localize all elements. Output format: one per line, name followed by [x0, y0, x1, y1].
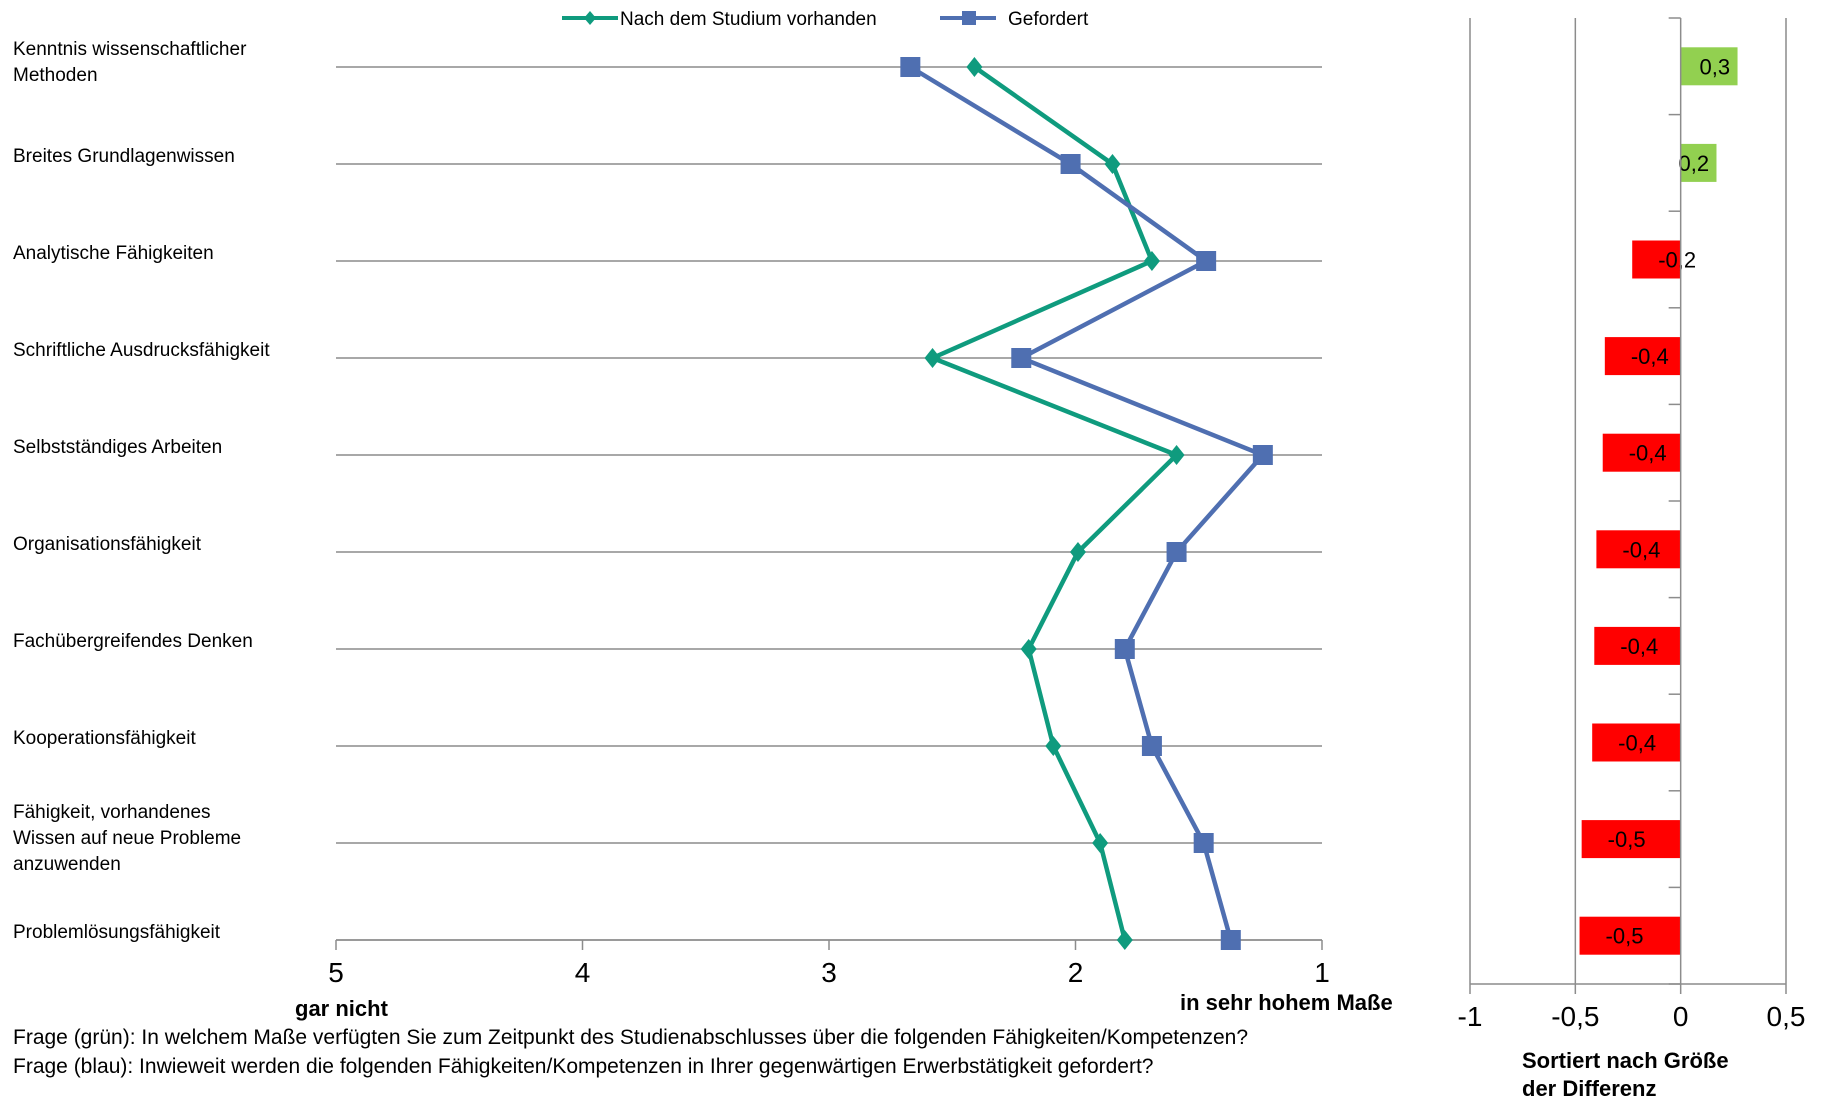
diff-bar-label: 0,2: [1678, 151, 1709, 176]
diff-x-tick-label: -0,5: [1551, 1001, 1599, 1032]
x-tick-label: 2: [1068, 957, 1084, 988]
category-label-line: Fähigkeit, vorhandenes: [13, 802, 211, 823]
data-point-diamond: [1104, 154, 1121, 174]
data-point-diamond: [1143, 251, 1160, 271]
category-label-line: Kenntnis wissenschaftlicher: [13, 39, 247, 60]
diff-bar-label: -0,4: [1629, 441, 1667, 466]
diff-bar: [1581, 820, 1681, 859]
category-label: Problemlösungsfähigkeit: [13, 920, 313, 946]
data-point-square: [1196, 251, 1217, 271]
x-tick-label: 5: [328, 957, 344, 988]
diff-bar: [1594, 626, 1681, 665]
data-point-square: [1114, 639, 1135, 659]
data-point-square: [1141, 736, 1162, 756]
diff-bar: [1604, 337, 1681, 376]
data-point-square: [1060, 154, 1081, 174]
data-point-square: [1252, 445, 1273, 465]
x-axis-label-right: in sehr hohem Maße: [1180, 990, 1393, 1015]
data-point-diamond: [1020, 639, 1037, 659]
diff-bar: [1680, 143, 1717, 182]
data-point-diamond: [1168, 445, 1185, 465]
x-axis-label-left: gar nicht: [295, 996, 388, 1021]
data-point-diamond: [1116, 930, 1133, 950]
diff-bar-label: -0,4: [1620, 634, 1658, 659]
data-point-square: [1166, 542, 1187, 562]
question-blue: Frage (blau): Inwieweit werden die folge…: [13, 1055, 1154, 1078]
diff-axis-label-line-1: Sortiert nach Größe: [1522, 1048, 1729, 1073]
data-point-diamond: [1069, 542, 1086, 562]
diff-bar-label: -0,2: [1658, 248, 1696, 273]
category-label: Selbstständiges Arbeiten: [13, 435, 313, 461]
legend-label: Gefordert: [1008, 9, 1089, 30]
data-point-diamond: [966, 57, 983, 77]
category-label: Organisationsfähigkeit: [13, 532, 313, 558]
category-label: Analytische Fähigkeiten: [13, 241, 313, 267]
diff-bar-label: -0,4: [1622, 537, 1660, 562]
diff-x-tick-label: -1: [1458, 1001, 1483, 1032]
data-point-square: [900, 57, 921, 77]
diff-x-tick-label: 0: [1673, 1001, 1689, 1032]
category-label: Kenntnis wissenschaftlicher Methoden: [13, 37, 313, 89]
data-point-diamond: [924, 348, 941, 368]
category-label-line: Schriftliche Ausdrucksfähigkeit: [13, 340, 270, 361]
category-label: Kooperationsfähigkeit: [13, 726, 313, 752]
data-point-square: [1011, 348, 1032, 368]
diff-bar: [1632, 240, 1681, 279]
x-tick-label: 4: [575, 957, 591, 988]
x-tick-label: 3: [821, 957, 837, 988]
legend-swatch-marker: [962, 11, 976, 25]
category-label-line: Problemlösungsfähigkeit: [13, 922, 221, 943]
diff-bar-label: -0,4: [1618, 731, 1656, 756]
category-label-line: Breites Grundlagenwissen: [13, 146, 235, 167]
diff-bar-label: -0,4: [1631, 344, 1669, 369]
category-label-line: Selbstständiges Arbeiten: [13, 437, 223, 458]
category-label: Schriftliche Ausdrucksfähigkeit: [13, 338, 313, 364]
data-point-diamond: [1092, 833, 1109, 853]
category-label: Fähigkeit, vorhandenes Wissen auf neue Pr…: [13, 800, 313, 878]
diff-bar-label: 0,3: [1700, 54, 1731, 79]
category-label-line: Wissen auf neue Probleme: [13, 828, 242, 849]
series-line: [909, 65, 1267, 941]
legend-swatch-marker: [584, 11, 596, 25]
category-label-line: anzuwenden: [13, 854, 121, 875]
diff-bar-label: -0,5: [1608, 827, 1646, 852]
category-label-line: Organisationsfähigkeit: [13, 534, 201, 555]
legend-label: Nach dem Studium vorhanden: [620, 9, 877, 30]
diff-bar-label: -0,5: [1606, 924, 1644, 949]
data-point-square: [1193, 833, 1214, 853]
data-point-diamond: [1045, 736, 1062, 756]
series-line: [926, 65, 1181, 941]
category-label-line: Kooperationsfähigkeit: [13, 728, 196, 749]
diff-bar: [1602, 433, 1681, 472]
category-label-line: Fachübergreifendes Denken: [13, 631, 253, 652]
diff-bar: [1579, 916, 1681, 955]
diff-x-tick-label: 0,5: [1767, 1001, 1806, 1032]
question-green: Frage (grün): In welchem Maße verfügten …: [13, 1026, 1249, 1049]
diff-bar: [1592, 723, 1681, 762]
diff-bar: [1680, 47, 1738, 86]
category-label-line: Analytische Fähigkeiten: [13, 243, 214, 264]
data-point-square: [1220, 930, 1241, 950]
category-label: Breites Grundlagenwissen: [13, 144, 313, 170]
category-label: Fachübergreifendes Denken: [13, 629, 313, 655]
category-label-line: Methoden: [13, 65, 98, 86]
diff-axis-label-line-2: der Differenz: [1522, 1076, 1657, 1101]
diff-bar: [1596, 530, 1681, 569]
x-tick-label: 1: [1314, 957, 1330, 988]
